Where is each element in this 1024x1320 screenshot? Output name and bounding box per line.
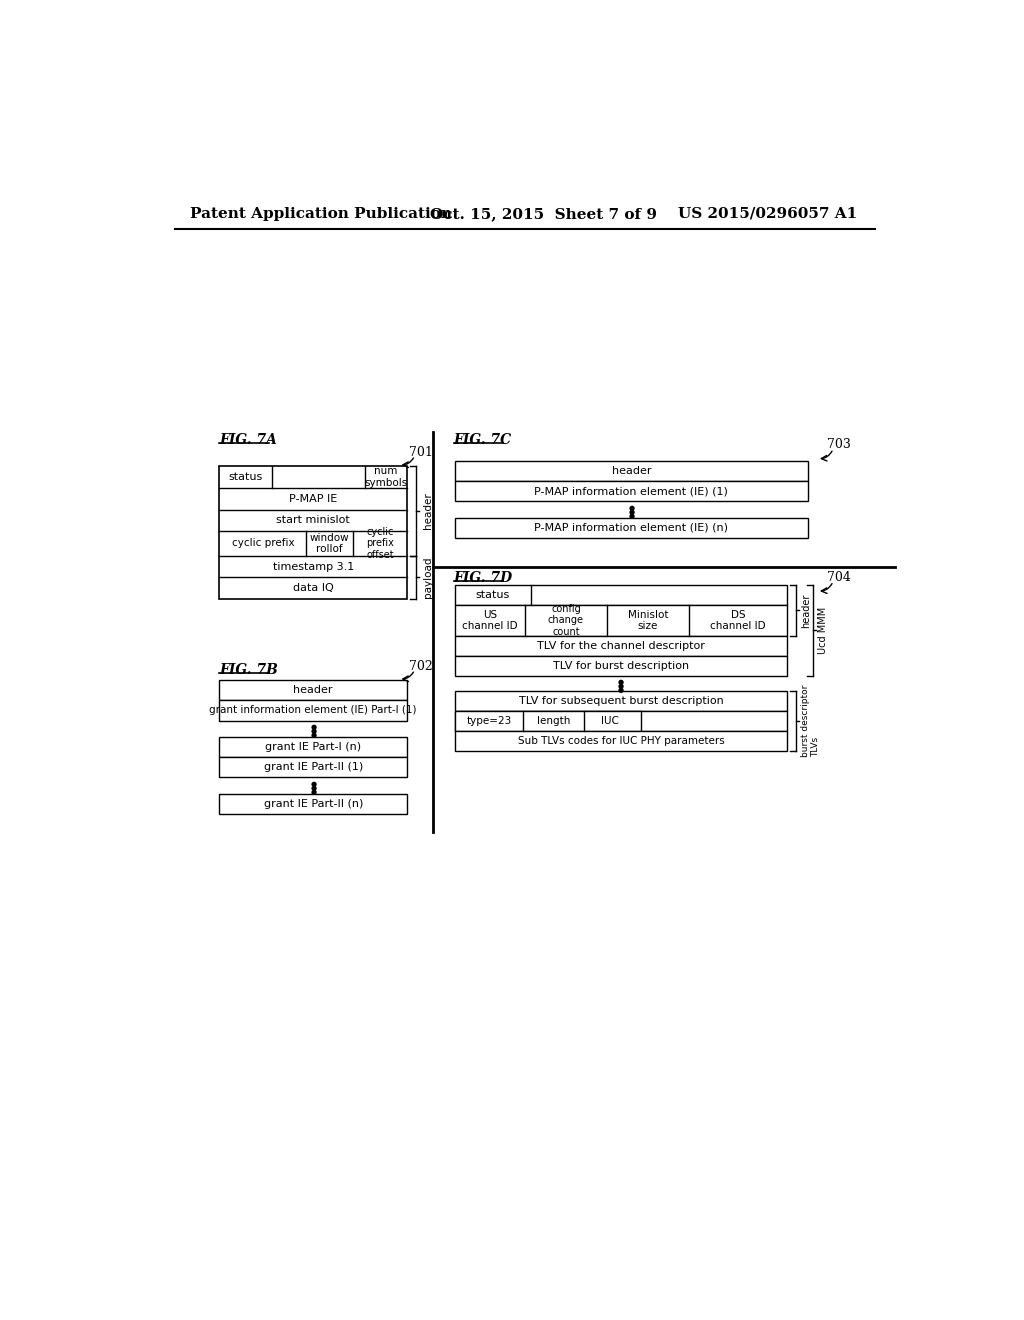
- Text: num
symbols: num symbols: [365, 466, 408, 488]
- Text: ●: ●: [310, 785, 316, 791]
- Text: US
channel ID: US channel ID: [462, 610, 518, 631]
- Text: 703: 703: [827, 438, 851, 451]
- Bar: [455, 480, 808, 502]
- Text: ●: ●: [629, 508, 635, 515]
- Text: 704: 704: [827, 570, 851, 583]
- Text: FIG. 7C: FIG. 7C: [454, 433, 512, 447]
- Bar: [219, 466, 407, 599]
- Text: FIG. 7D: FIG. 7D: [454, 572, 513, 585]
- Bar: [455, 585, 786, 605]
- Text: 701: 701: [409, 446, 432, 459]
- Text: timestamp 3.1: timestamp 3.1: [272, 561, 354, 572]
- Text: header: header: [801, 593, 811, 627]
- Bar: [455, 656, 786, 676]
- Text: length: length: [537, 717, 570, 726]
- Bar: [455, 711, 786, 731]
- Bar: [219, 738, 407, 758]
- Bar: [455, 692, 786, 711]
- Bar: [455, 517, 808, 539]
- Text: P-MAP IE: P-MAP IE: [289, 494, 337, 504]
- Text: ●: ●: [617, 682, 624, 689]
- Text: window
rollof: window rollof: [309, 532, 349, 554]
- Text: Oct. 15, 2015  Sheet 7 of 9: Oct. 15, 2015 Sheet 7 of 9: [430, 207, 657, 220]
- Text: ●: ●: [310, 781, 316, 788]
- Text: ●: ●: [617, 678, 624, 685]
- Text: data IQ: data IQ: [293, 583, 334, 593]
- Bar: [455, 711, 641, 731]
- Text: P-MAP information element (IE) (1): P-MAP information element (IE) (1): [535, 486, 728, 496]
- Text: Ucd MMM: Ucd MMM: [818, 607, 827, 653]
- Text: 702: 702: [409, 660, 432, 673]
- Bar: [219, 681, 407, 701]
- Text: DS
channel ID: DS channel ID: [710, 610, 766, 631]
- Text: ●: ●: [310, 789, 316, 795]
- Text: status: status: [476, 590, 510, 601]
- Text: grant IE Part-II (1): grant IE Part-II (1): [263, 763, 362, 772]
- Text: type=23: type=23: [467, 717, 512, 726]
- Text: cyclic prefix: cyclic prefix: [231, 539, 294, 548]
- Bar: [219, 795, 407, 814]
- Bar: [455, 605, 786, 636]
- Text: payload: payload: [423, 557, 432, 598]
- Text: header: header: [611, 466, 651, 477]
- Bar: [455, 636, 786, 656]
- Bar: [219, 758, 407, 777]
- Text: ●: ●: [617, 686, 624, 693]
- Text: Patent Application Publication: Patent Application Publication: [190, 207, 452, 220]
- Text: cyclic
prefix
offset: cyclic prefix offset: [366, 527, 394, 560]
- Text: grant IE Part-I (n): grant IE Part-I (n): [265, 742, 361, 752]
- Text: status: status: [228, 473, 263, 482]
- Text: burst descriptor
TLVs: burst descriptor TLVs: [801, 685, 820, 758]
- Bar: [455, 461, 808, 480]
- Text: header: header: [423, 492, 432, 529]
- Text: TLV for subsequent burst description: TLV for subsequent burst description: [518, 696, 723, 706]
- Text: ●: ●: [629, 506, 635, 511]
- Text: Sub TLVs codes for IUC PHY parameters: Sub TLVs codes for IUC PHY parameters: [517, 737, 724, 746]
- Text: ●: ●: [310, 725, 316, 730]
- Text: Minislot
size: Minislot size: [628, 610, 669, 631]
- Text: P-MAP information element (IE) (n): P-MAP information element (IE) (n): [535, 523, 728, 533]
- Text: grant information element (IE) Part-I (1): grant information element (IE) Part-I (1…: [210, 705, 417, 715]
- Text: IUC: IUC: [601, 717, 618, 726]
- Text: start minislot: start minislot: [276, 515, 350, 525]
- Text: ●: ●: [629, 512, 635, 519]
- Text: header: header: [294, 685, 333, 696]
- Text: US 2015/0296057 A1: US 2015/0296057 A1: [678, 207, 857, 220]
- Text: ●: ●: [310, 729, 316, 734]
- Text: TLV for the channel descriptor: TLV for the channel descriptor: [537, 640, 705, 651]
- Text: FIG. 7B: FIG. 7B: [219, 663, 279, 677]
- Text: TLV for burst description: TLV for burst description: [553, 661, 689, 671]
- Bar: [455, 731, 786, 751]
- Text: grant IE Part-II (n): grant IE Part-II (n): [263, 800, 362, 809]
- Text: ●: ●: [310, 733, 316, 738]
- Bar: [219, 701, 407, 721]
- Text: FIG. 7A: FIG. 7A: [219, 433, 278, 447]
- Text: config
change
count: config change count: [548, 603, 584, 638]
